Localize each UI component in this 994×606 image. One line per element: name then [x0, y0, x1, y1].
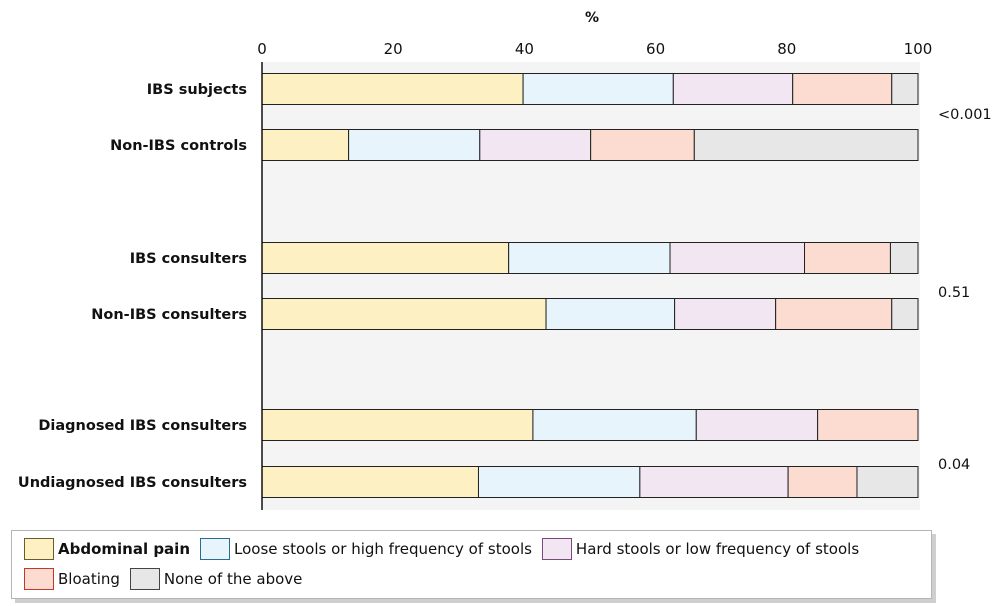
legend-swatch-bloating [24, 568, 54, 590]
category-label-undiagnosed-ibs-consulters: Undiagnosed IBS consulters [18, 475, 247, 491]
bar-undiagnosed-ibs-consulters-bloating [787, 466, 858, 498]
bar-ibs-subjects-bloating [792, 73, 893, 105]
legend-label-hard-stools: Hard stools or low frequency of stools [575, 540, 860, 558]
legend-label-abdominal-pain: Abdominal pain [58, 540, 191, 558]
bar-diagnosed-ibs-consulters-abdominal-pain [261, 409, 534, 441]
bar-non-ibs-consulters-none-of-the-above [891, 298, 919, 330]
x-tick-label-100: 100 [904, 40, 933, 58]
bar-non-ibs-consulters-bloating [775, 298, 893, 330]
p-value-group-1: <0.001 [938, 107, 992, 123]
bar-undiagnosed-ibs-consulters-hard-stools-or-low-frequency-of-stools [639, 466, 789, 498]
bar-non-ibs-controls-hard-stools-or-low-frequency-of-stools [479, 129, 592, 161]
category-label-non-ibs-consulters: Non-IBS consulters [91, 307, 247, 323]
legend-swatch-loose-stools [200, 538, 231, 560]
legend-label-loose-stools: Loose stools or high frequency of stools [234, 540, 532, 558]
legend-label-bloating: Bloating [58, 570, 120, 588]
legend-item-hard-stools: Hard stools or low frequency of stools [541, 538, 860, 560]
bars [261, 73, 919, 498]
category-label-diagnosed-ibs-consulters: Diagnosed IBS consulters [38, 418, 247, 434]
bar-ibs-subjects-hard-stools-or-low-frequency-of-stools [672, 73, 794, 105]
legend-swatch-none-of-the-above [129, 568, 160, 590]
p-value-group-2: 0.51 [938, 285, 970, 301]
legend-row-1: Abdominal pain Loose stools or high freq… [24, 535, 869, 563]
category-label-ibs-subjects: IBS subjects [147, 82, 247, 98]
legend: Abdominal pain Loose stools or high freq… [11, 530, 932, 599]
legend-item-none-of-the-above: None of the above [129, 568, 303, 590]
legend-swatch-abdominal-pain [24, 538, 54, 560]
bar-ibs-subjects-loose-stools-or-high-frequency-of-stools [522, 73, 674, 105]
bar-non-ibs-consulters-abdominal-pain [261, 298, 547, 330]
bar-non-ibs-consulters-hard-stools-or-low-frequency-of-stools [674, 298, 777, 330]
bar-undiagnosed-ibs-consulters-abdominal-pain [261, 466, 479, 498]
bar-non-ibs-consulters-loose-stools-or-high-frequency-of-stools [545, 298, 676, 330]
bar-non-ibs-controls-abdominal-pain [261, 129, 350, 161]
legend-label-none-of-the-above: None of the above [163, 570, 303, 588]
legend-item-abdominal-pain: Abdominal pain [24, 538, 190, 560]
bar-diagnosed-ibs-consulters-loose-stools-or-high-frequency-of-stools [532, 409, 697, 441]
x-tick-label-40: 40 [515, 40, 534, 58]
legend-swatch-hard-stools [541, 538, 572, 560]
legend-item-loose-stools: Loose stools or high frequency of stools [200, 538, 532, 560]
legend-row-2: Bloating None of the above [24, 565, 312, 593]
x-tick-label-80: 80 [777, 40, 796, 58]
bar-ibs-consulters-loose-stools-or-high-frequency-of-stools [508, 242, 671, 274]
x-tick-label-60: 60 [646, 40, 665, 58]
x-axis-ticks: 0 20 40 60 80 100 [257, 40, 932, 58]
category-labels: IBS subjects Non-IBS controls IBS consulte… [18, 82, 247, 491]
bar-undiagnosed-ibs-consulters-loose-stools-or-high-frequency-of-stools [477, 466, 641, 498]
bar-diagnosed-ibs-consulters-hard-stools-or-low-frequency-of-stools [695, 409, 819, 441]
category-label-ibs-consulters: IBS consulters [130, 251, 247, 267]
x-tick-label-0: 0 [257, 40, 267, 58]
bar-ibs-consulters-hard-stools-or-low-frequency-of-stools [669, 242, 806, 274]
bar-ibs-subjects-none-of-the-above [891, 73, 919, 105]
bar-ibs-consulters-abdominal-pain [261, 242, 510, 274]
p-value-group-3: 0.04 [938, 457, 970, 473]
x-tick-label-20: 20 [384, 40, 403, 58]
bar-ibs-consulters-bloating [804, 242, 891, 274]
bar-undiagnosed-ibs-consulters-none-of-the-above [856, 466, 919, 498]
x-axis-title: % [585, 10, 599, 26]
bar-ibs-consulters-none-of-the-above [889, 242, 919, 274]
bar-ibs-subjects-abdominal-pain [261, 73, 524, 105]
stacked-bar-chart: % 0 20 40 60 80 100 IBS subjects Non-IBS contr… [18, 10, 992, 510]
p-values: <0.001 0.51 0.04 [938, 107, 992, 473]
bar-non-ibs-controls-loose-stools-or-high-frequency-of-stools [348, 129, 481, 161]
bar-non-ibs-controls-none-of-the-above [693, 129, 919, 161]
bar-non-ibs-controls-bloating [590, 129, 695, 161]
bar-diagnosed-ibs-consulters-bloating [817, 409, 919, 441]
legend-item-bloating: Bloating [24, 568, 120, 590]
category-label-non-ibs-controls: Non-IBS controls [110, 138, 247, 154]
